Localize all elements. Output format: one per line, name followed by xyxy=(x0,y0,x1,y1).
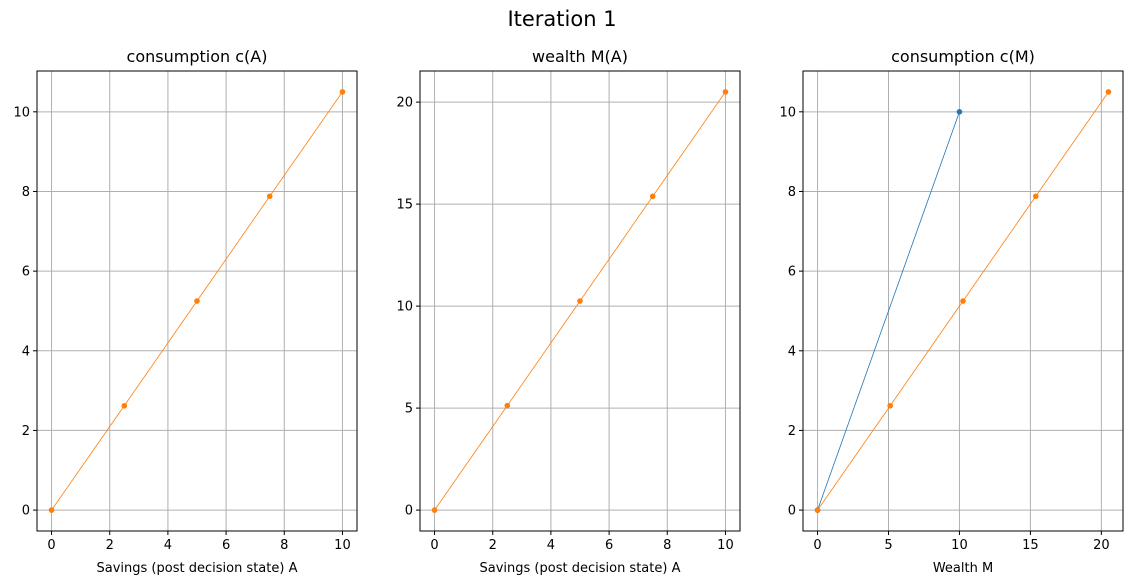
y-tick-label: 0 xyxy=(22,504,30,519)
y-tick-label: 6 xyxy=(788,265,796,280)
x-axis-label: Savings (post decision state) A xyxy=(97,561,298,576)
y-tick-label: 4 xyxy=(788,344,796,359)
x-tick-label: 0 xyxy=(430,538,438,553)
x-tick-label: 0 xyxy=(47,538,55,553)
subplots: 0 2 4 6 8 10 0 2 4 6 8 10 consumption c(A) Savings (p… xyxy=(13,47,1124,576)
subplot-title: consumption c(A) xyxy=(127,47,268,66)
data-point xyxy=(431,507,438,513)
x-tick-label: 2 xyxy=(106,538,114,553)
x-axis-label: Savings (post decision state) A xyxy=(480,561,681,576)
y-tick-label: 5 xyxy=(405,402,413,417)
data-point xyxy=(956,109,963,115)
data-point xyxy=(266,193,273,200)
data-point xyxy=(339,89,346,95)
x-tick-label: 8 xyxy=(280,538,288,553)
x-tick-label: 4 xyxy=(547,538,555,553)
y-tick-label: 10 xyxy=(779,105,796,120)
y-tick-label: 4 xyxy=(22,344,30,359)
figure-suptitle: Iteration 1 xyxy=(507,7,616,31)
y-tick-label: 8 xyxy=(22,185,30,200)
subplot-1: 0 2 4 6 8 10 0 2 4 6 8 10 consumption c(A) Savings (p… xyxy=(13,47,358,576)
axes-frame xyxy=(419,70,741,532)
x-tick-label: 0 xyxy=(813,538,821,553)
y-tick-label: 0 xyxy=(405,504,413,519)
data-point xyxy=(121,402,128,409)
data-point xyxy=(504,402,511,409)
data-point xyxy=(960,298,966,304)
y-tick-label: 8 xyxy=(788,185,796,200)
y-tick-label: 20 xyxy=(396,96,413,111)
x-axis-label: Wealth M xyxy=(933,561,993,576)
data-point xyxy=(1032,193,1039,200)
data-point xyxy=(722,89,729,95)
y-tick-label: 15 xyxy=(396,198,413,213)
x-tick-label: 6 xyxy=(222,538,230,553)
y-tick-label: 10 xyxy=(13,105,30,120)
series-line-blue xyxy=(817,111,960,511)
data-point xyxy=(814,507,821,513)
x-tick-label: 10 xyxy=(334,538,351,553)
y-tick-label: 2 xyxy=(788,424,796,439)
x-tick-label: 5 xyxy=(884,538,892,553)
x-tick-label: 6 xyxy=(605,538,613,553)
data-point xyxy=(887,402,894,409)
y-tick-label: 6 xyxy=(22,265,30,280)
axes-frame xyxy=(36,70,358,532)
subplot-title: consumption c(M) xyxy=(891,47,1035,66)
x-tick-label: 2 xyxy=(489,538,497,553)
x-tick-label: 4 xyxy=(164,538,172,553)
y-tick-label: 0 xyxy=(788,504,796,519)
y-tick-label: 2 xyxy=(22,424,30,439)
x-tick-label: 15 xyxy=(1022,538,1039,553)
data-point xyxy=(1105,89,1112,95)
axes-frame xyxy=(802,70,1124,532)
data-point xyxy=(649,193,656,200)
y-tick-label: 10 xyxy=(396,300,413,315)
data-point xyxy=(48,507,55,513)
data-point xyxy=(194,298,200,304)
subplot-title: wealth M(A) xyxy=(532,47,628,66)
x-tick-label: 8 xyxy=(663,538,671,553)
data-point xyxy=(577,298,583,304)
x-tick-label: 10 xyxy=(717,538,734,553)
subplot-2: 0 2 4 6 8 10 0 5 10 15 20 wealth M(A) Savings (post … xyxy=(396,47,741,576)
x-tick-label: 20 xyxy=(1093,538,1110,553)
x-tick-label: 10 xyxy=(951,538,968,553)
subplot-3: 0 5 10 15 20 0 2 4 6 8 10 consumption c(M) Wealth M xyxy=(779,47,1124,576)
